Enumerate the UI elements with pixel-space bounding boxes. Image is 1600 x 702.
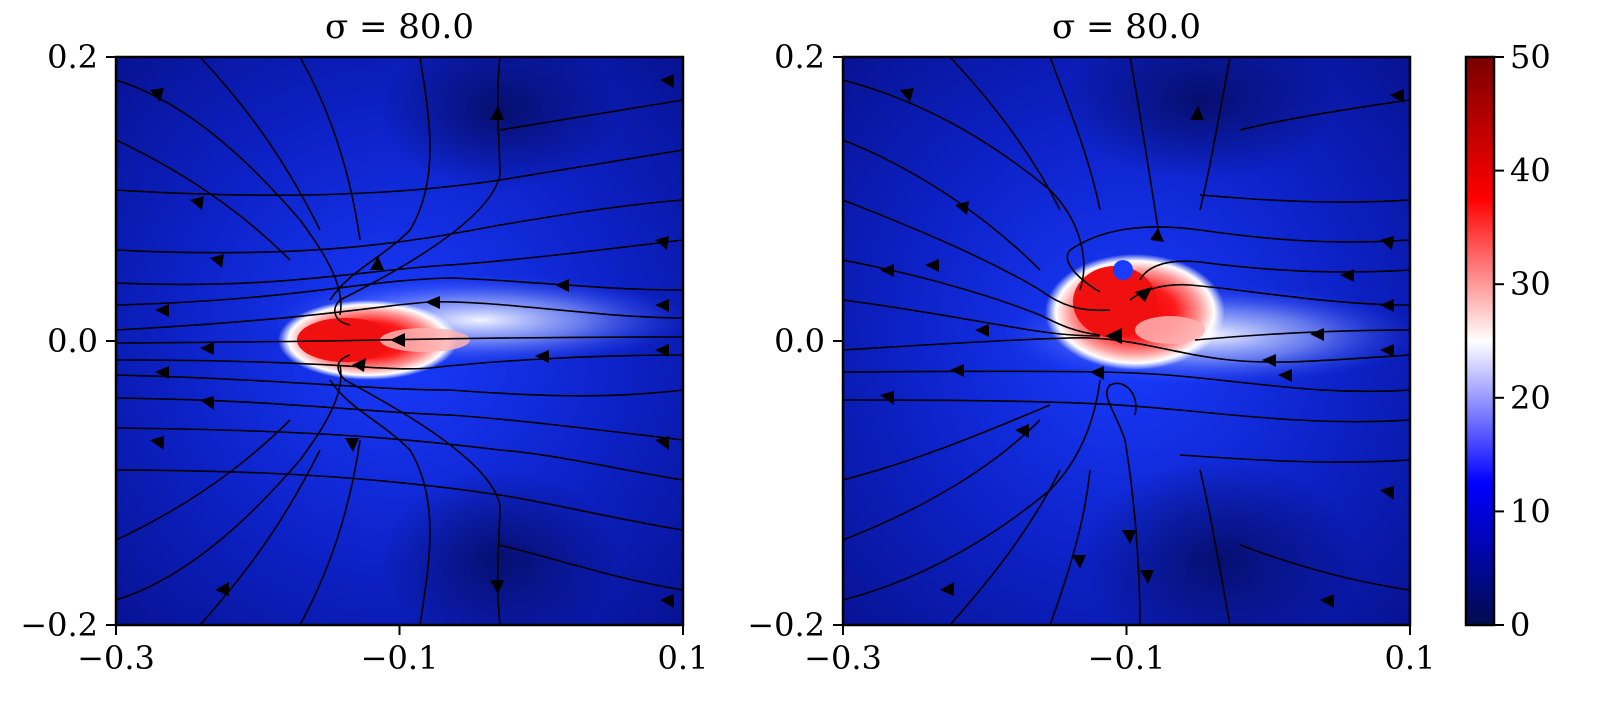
- panel-2-title: σ = 80.0: [1052, 7, 1201, 47]
- arrow-mark: [425, 296, 440, 309]
- arrow-mark: [1320, 594, 1334, 608]
- x-tick-label: 0.1: [658, 639, 709, 677]
- arrow-mark: [1278, 369, 1292, 382]
- colorbar-tick-label: 20: [1510, 379, 1551, 417]
- arrow-mark: [1390, 89, 1404, 103]
- y-tick-label: −0.2: [747, 606, 825, 644]
- panel-1-title: σ = 80.0: [325, 7, 474, 47]
- panel-1-streamlines: [116, 57, 683, 625]
- arrow-mark: [660, 74, 674, 88]
- colorbar-ticks: 50 40 30 20 10 0: [1494, 38, 1551, 644]
- arrow-mark: [655, 236, 669, 250]
- arrow-mark: [1380, 486, 1394, 500]
- colorbar-tick-label: 40: [1510, 152, 1551, 190]
- panel-1-dark-top: [380, 57, 620, 190]
- arrow-mark: [1262, 354, 1276, 367]
- panel-2-dark-bottom: [1080, 460, 1360, 625]
- panel-2-arrows: [880, 88, 1404, 608]
- colorbar-tick-label: 50: [1510, 38, 1551, 76]
- arrow-mark: [1310, 328, 1324, 341]
- x-tick-label: 0.1: [1385, 639, 1436, 677]
- y-tick-label: 0.2: [47, 38, 98, 76]
- panel-2-hotspot-tail: [1135, 316, 1205, 344]
- arrow-mark: [1380, 344, 1394, 357]
- panel-2-streamlines: [843, 57, 1410, 625]
- arrow-mark: [1380, 299, 1394, 312]
- arrow-mark: [200, 396, 214, 410]
- arrow-mark: [655, 299, 669, 312]
- colorbar: 50 40 30 20 10 0: [1464, 38, 1551, 644]
- panel-1-field: [116, 57, 683, 625]
- panel-1-dark-bottom: [380, 470, 620, 625]
- arrow-mark: [190, 196, 204, 210]
- arrow-mark: [655, 436, 669, 450]
- colorbar-frame: [1464, 55, 1496, 627]
- arrow-mark: [200, 342, 214, 355]
- arrow-mark: [925, 259, 939, 272]
- arrow-mark: [150, 436, 164, 450]
- arrow-mark: [155, 304, 169, 317]
- arrow-mark: [370, 256, 384, 270]
- arrow-mark: [950, 364, 964, 377]
- arrow-mark: [1340, 269, 1354, 282]
- y-tick-label: −0.2: [20, 606, 98, 644]
- arrow-mark: [155, 366, 169, 379]
- arrow-mark: [1105, 328, 1122, 344]
- panel-1: −0.3 −0.1 0.1 0.2 0.0 −0.2 σ = 80.0: [20, 7, 708, 677]
- arrow-mark: [900, 88, 914, 102]
- panel-1-arrows: [150, 74, 674, 608]
- y-tick-label: 0.0: [774, 322, 825, 360]
- x-tick-label: −0.3: [77, 639, 155, 677]
- arrow-mark: [490, 106, 504, 120]
- arrow-mark: [535, 350, 549, 363]
- arrow-mark: [555, 279, 569, 292]
- arrow-mark: [1140, 570, 1154, 584]
- arrow-mark: [352, 358, 366, 372]
- colorbar-tick-label: 10: [1510, 492, 1551, 530]
- panel-2-cold-spot: [1113, 260, 1133, 280]
- arrow-mark: [150, 88, 164, 102]
- arrow-mark: [210, 254, 224, 268]
- colorbar-tick-label: 0: [1510, 606, 1530, 644]
- arrow-mark: [1090, 366, 1104, 380]
- arrow-mark: [880, 264, 894, 277]
- panel-1-hotspot-tail: [380, 328, 470, 352]
- panel-2-field: [843, 57, 1410, 625]
- arrow-mark: [1122, 530, 1136, 544]
- arrow-mark: [1135, 287, 1152, 302]
- arrow-mark: [345, 438, 359, 452]
- colorbar-gradient: [1466, 57, 1494, 625]
- x-tick-label: −0.3: [804, 639, 882, 677]
- panel-2: −0.3 −0.1 0.1 0.2 0.0 −0.2 σ = 80.0: [747, 7, 1435, 677]
- arrow-mark: [1150, 228, 1164, 242]
- arrow-mark: [1072, 555, 1086, 569]
- colorbar-tick-label: 30: [1510, 265, 1551, 303]
- arrow-mark: [655, 344, 669, 357]
- panel-2-hotspot-core: [1073, 266, 1157, 338]
- x-tick-label: −0.1: [1088, 639, 1166, 677]
- arrow-mark: [390, 333, 405, 347]
- arrow-mark: [215, 582, 229, 596]
- arrow-mark: [1190, 106, 1204, 120]
- y-tick-label: 0.2: [774, 38, 825, 76]
- arrow-mark: [880, 391, 894, 405]
- x-tick-label: −0.1: [361, 639, 439, 677]
- panel-2-axes: −0.3 −0.1 0.1 0.2 0.0 −0.2: [747, 38, 1435, 677]
- arrow-mark: [660, 594, 674, 608]
- arrow-mark: [1380, 236, 1394, 250]
- arrow-mark: [975, 324, 989, 337]
- arrow-mark: [490, 580, 504, 594]
- arrow-mark: [1015, 424, 1029, 438]
- y-tick-label: 0.0: [47, 322, 98, 360]
- arrow-mark: [940, 582, 954, 596]
- panel-1-axes: −0.3 −0.1 0.1 0.2 0.0 −0.2: [20, 38, 708, 677]
- arrow-mark: [955, 201, 969, 215]
